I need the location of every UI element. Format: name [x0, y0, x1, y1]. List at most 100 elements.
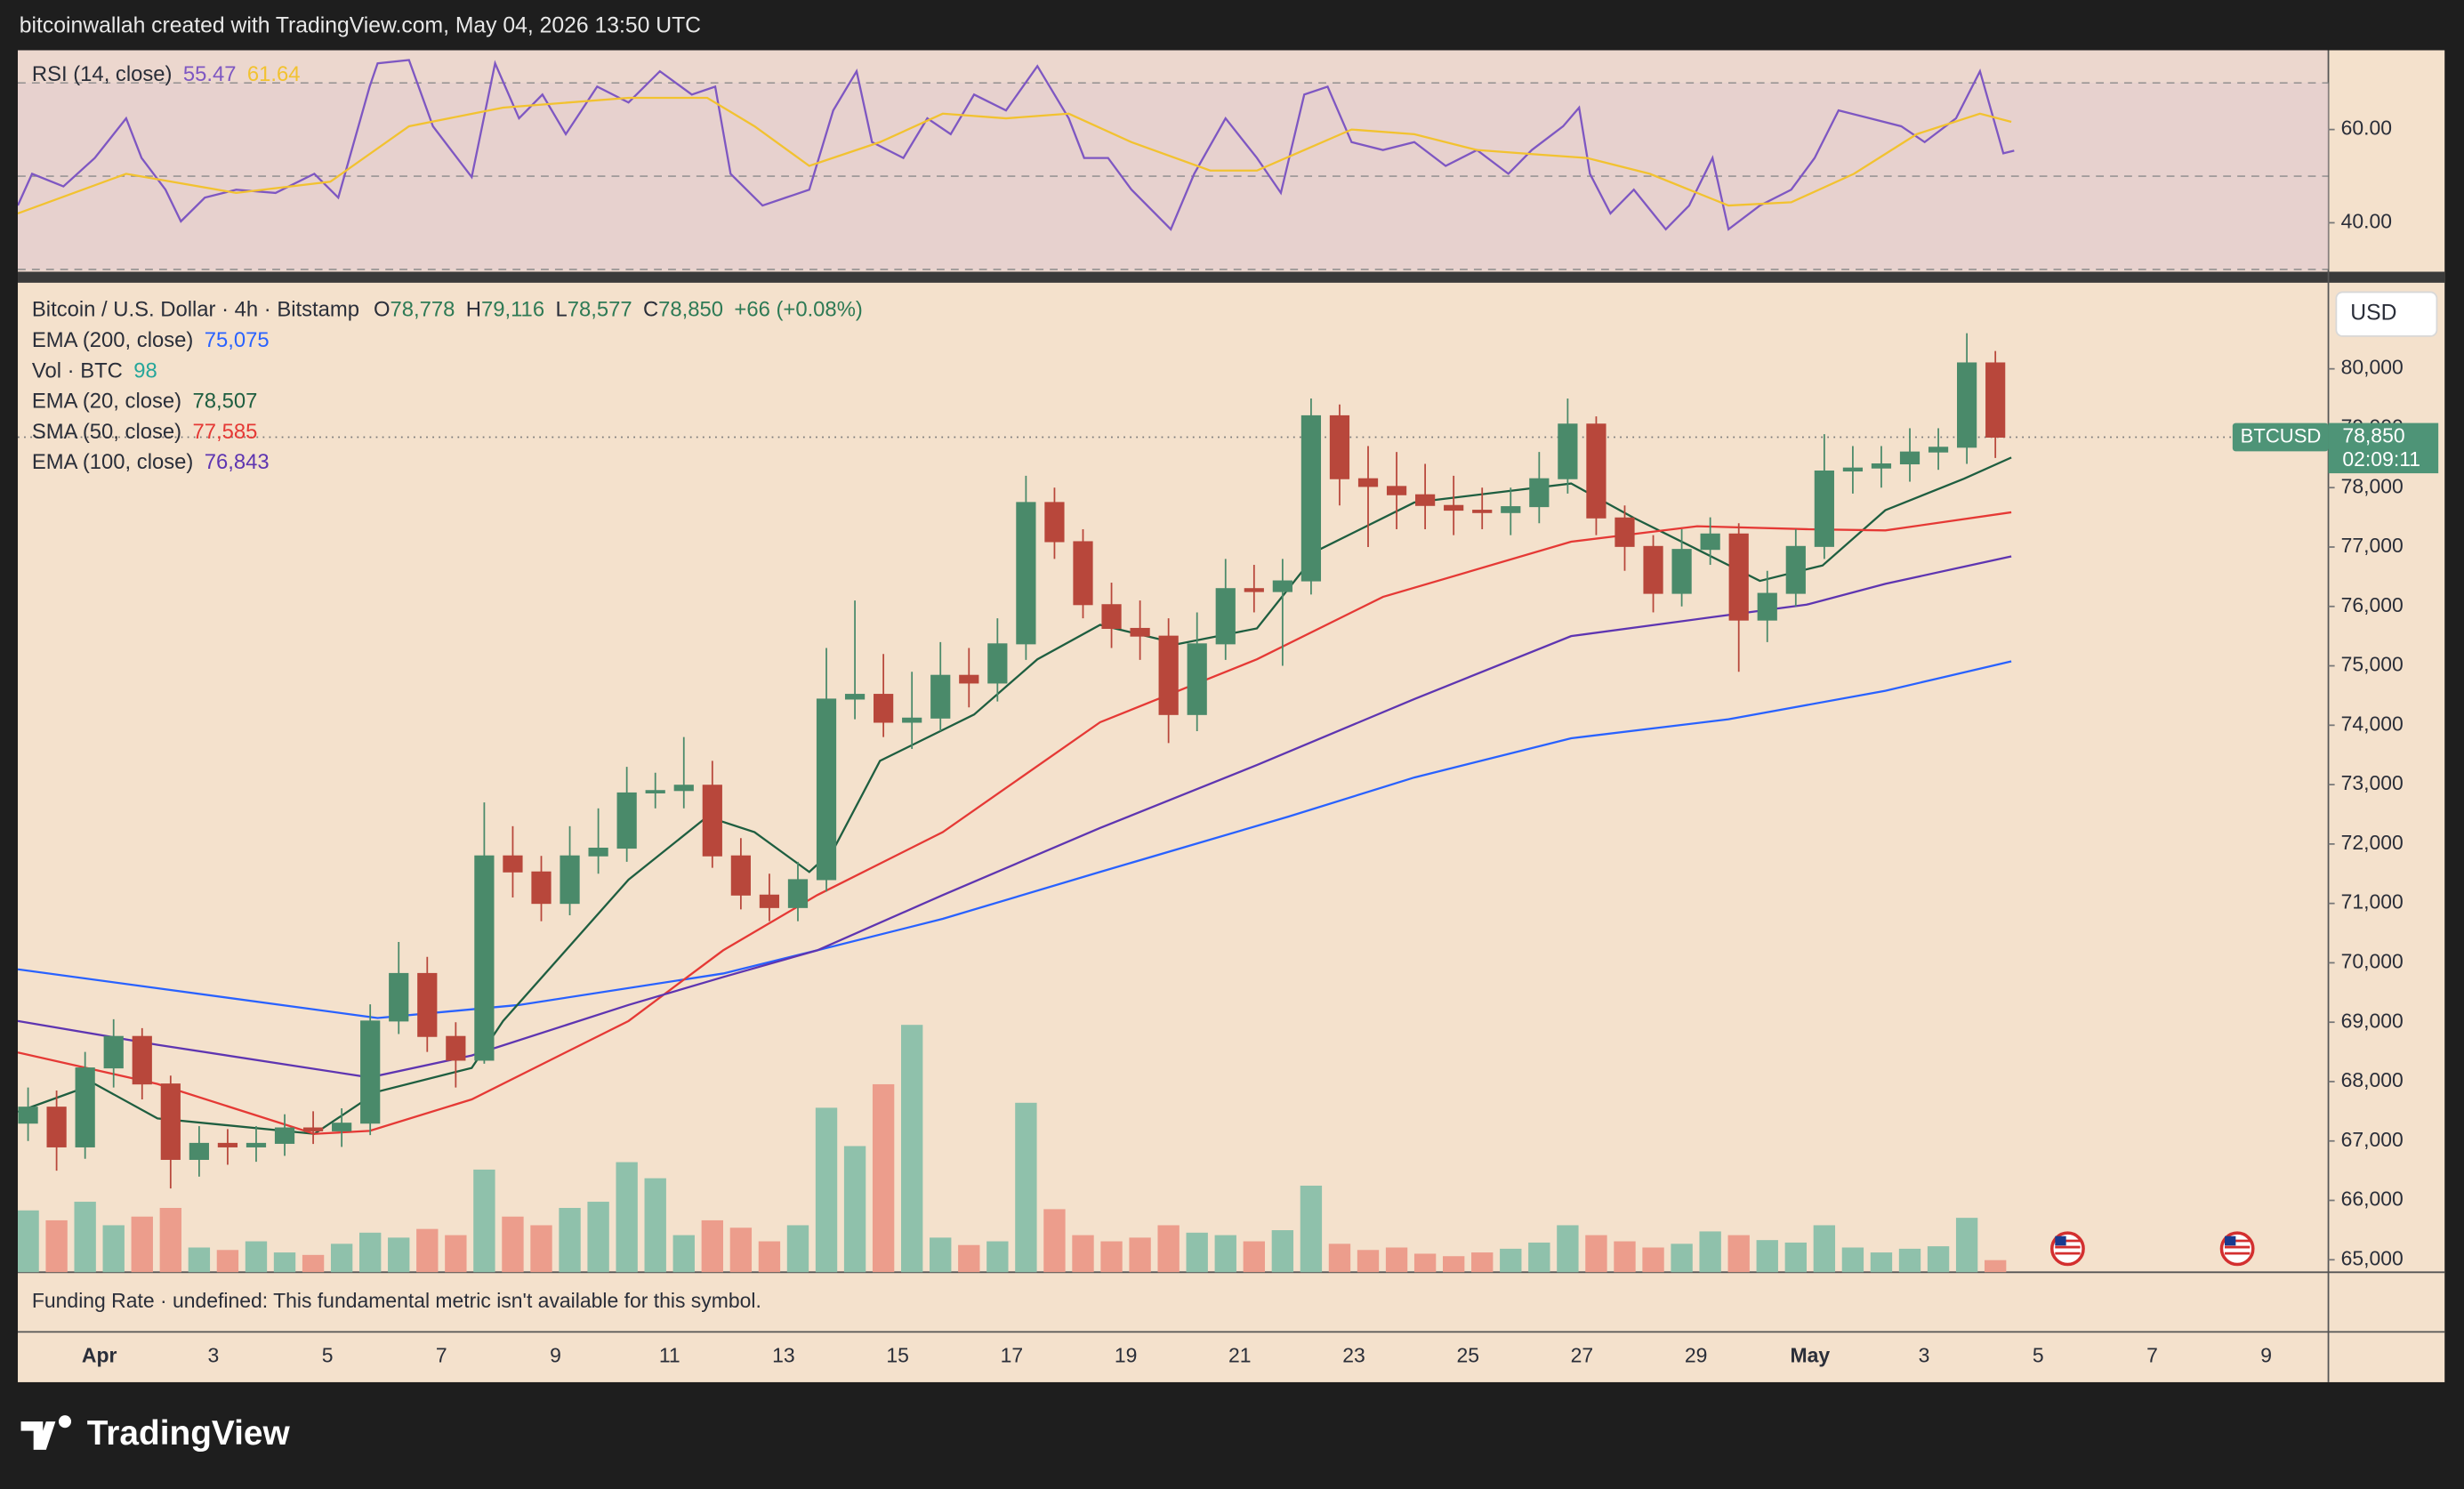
- candle-body: [1244, 588, 1264, 592]
- legend-row: EMA (200, close) 75,075: [32, 328, 270, 352]
- volume-bar: [1328, 1244, 1351, 1273]
- candle-body: [1187, 643, 1207, 715]
- volume-bar: [502, 1216, 524, 1273]
- candle-body: [1728, 533, 1749, 621]
- legends: Bitcoin / U.S. Dollar · 4h · Bitstamp O 78…: [32, 62, 863, 474]
- candle-body: [902, 717, 922, 723]
- candle-body: [616, 792, 637, 849]
- candle-body: [959, 674, 979, 684]
- candle-body: [930, 674, 951, 719]
- candle-body: [274, 1127, 295, 1144]
- volume-bar: [1100, 1241, 1123, 1273]
- legend-value: 78,507: [192, 390, 257, 414]
- volume-bar: [1984, 1260, 2007, 1273]
- volume-bar: [45, 1219, 68, 1273]
- candle-body: [1300, 415, 1322, 582]
- candle-body: [1700, 533, 1720, 551]
- legend-name: RSI (14, close): [32, 62, 173, 86]
- y-tick-label: 40.00: [2341, 210, 2392, 233]
- legend-value: 75,075: [205, 328, 270, 352]
- volume-bar: [843, 1146, 866, 1273]
- volume-bar: [388, 1237, 410, 1273]
- legend-name: EMA (200, close): [32, 328, 193, 352]
- y-tick-label: 73,000: [2341, 771, 2404, 794]
- ohlc-value: 78,577: [568, 298, 632, 322]
- volume-bar: [416, 1228, 439, 1273]
- candle-body: [1558, 423, 1578, 479]
- x-tick-label: 17: [1001, 1344, 1024, 1367]
- symbol-title: Bitcoin / U.S. Dollar · 4h · Bitstamp: [32, 298, 359, 322]
- volume-bar: [1129, 1237, 1151, 1273]
- volume-bar: [1385, 1247, 1408, 1273]
- legend-name: Vol · BTC: [32, 359, 123, 383]
- y-tick-label: 66,000: [2341, 1187, 2404, 1211]
- moving-average-line: [18, 511, 2012, 1135]
- x-tick-label: 9: [2260, 1344, 2272, 1367]
- ohlc-key: L: [555, 298, 567, 322]
- volume-bar: [1471, 1252, 1494, 1273]
- y-tick-label: 76,000: [2341, 593, 2404, 616]
- legend-name: EMA (100, close): [32, 450, 193, 474]
- candle-body: [360, 1020, 381, 1124]
- candle-body: [389, 972, 409, 1022]
- volume-bar: [188, 1247, 211, 1273]
- price-tag-countdown: 02:09:11: [2342, 447, 2420, 471]
- volume-bar: [102, 1225, 125, 1273]
- candle-body: [645, 790, 665, 793]
- volume-bar: [1671, 1244, 1693, 1273]
- volume-bar: [1784, 1242, 1807, 1273]
- y-tick-label: 60.00: [2341, 117, 2392, 140]
- price-tag-symbol: [2232, 423, 2329, 452]
- y-tick-label: 77,000: [2341, 534, 2404, 557]
- candle-body: [1586, 423, 1606, 519]
- price-plot: [18, 333, 2329, 1273]
- volume-bar: [74, 1202, 96, 1273]
- candle-body: [1614, 517, 1635, 547]
- y-tick-label: 70,000: [2341, 949, 2404, 972]
- y-tick-label: 75,000: [2341, 653, 2404, 676]
- x-tick-label: Apr: [82, 1344, 117, 1367]
- ohlc-value: 79,116: [481, 298, 544, 322]
- volume-bar: [644, 1178, 666, 1273]
- x-tick-label: 15: [886, 1344, 909, 1367]
- x-tick-label: 21: [1228, 1344, 1252, 1367]
- volume-bar: [1841, 1247, 1864, 1273]
- volume-bar: [986, 1241, 1009, 1273]
- volume-bar: [815, 1107, 838, 1273]
- price-tag-symbol-text: BTCUSD: [2241, 424, 2322, 447]
- x-tick-label: May: [1791, 1344, 1831, 1367]
- volume-bar: [445, 1235, 467, 1273]
- moving-average-line: [18, 456, 2012, 1135]
- legend-value: 77,585: [192, 420, 257, 444]
- candle-body: [332, 1123, 352, 1131]
- candle-body: [844, 694, 866, 700]
- volume-bar: [1357, 1250, 1380, 1273]
- candle-body: [1899, 451, 1920, 465]
- volume-bar: [786, 1225, 809, 1273]
- legend-value: 76,843: [205, 450, 270, 474]
- legend-value: 98: [133, 359, 157, 383]
- volume-bar: [958, 1244, 980, 1273]
- ohlc-key: O: [374, 298, 391, 322]
- legend-row: EMA (100, close) 76,843: [32, 450, 270, 474]
- volume-bar: [1813, 1225, 1836, 1273]
- ohlc-key: C: [643, 298, 658, 322]
- x-tick-label: 7: [436, 1344, 447, 1367]
- volume-bar: [1243, 1241, 1265, 1273]
- candle-body: [531, 871, 552, 905]
- ohlc-value: 78,850: [658, 298, 723, 322]
- x-tick-label: 7: [2146, 1344, 2158, 1367]
- price-tag: [2328, 423, 2439, 474]
- candle-body: [1329, 415, 1350, 479]
- candle-body: [1272, 580, 1292, 592]
- legend-row: SMA (50, close) 77,585: [32, 420, 257, 444]
- rsi-line: [18, 96, 2012, 215]
- candle-body: [1158, 635, 1179, 715]
- x-tick-label: 3: [208, 1344, 220, 1367]
- volume-bar: [1500, 1248, 1522, 1273]
- candle-body: [673, 785, 694, 792]
- volume-bar: [1756, 1240, 1778, 1273]
- legend-row: Vol · BTC 98: [32, 359, 157, 383]
- candle-body: [474, 855, 495, 1061]
